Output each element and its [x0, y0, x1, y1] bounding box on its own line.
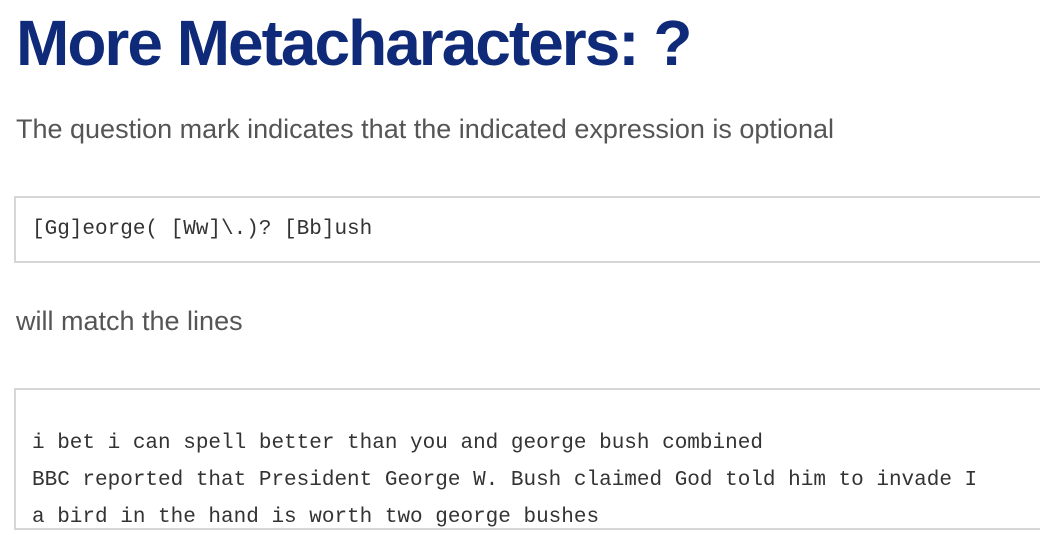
title: More Metacharacters: ? — [16, 7, 692, 79]
middle-text: will match the lines — [16, 306, 243, 336]
code-box: [Gg]eorge( [Ww]\.)? [Bb]ush — [14, 196, 1040, 263]
lines-box: i bet i can spell better than you and ge… — [14, 388, 1040, 530]
match-line: BBC reported that President George W. Bu… — [32, 469, 978, 492]
match-line: i bet i can spell better than you and ge… — [32, 432, 763, 455]
code: [Gg]eorge( [Ww]\.)? [Bb]ush — [32, 218, 373, 241]
intro-text: The question mark indicates that the ind… — [16, 114, 834, 144]
match-line: a bird in the hand is worth two george b… — [32, 506, 600, 529]
